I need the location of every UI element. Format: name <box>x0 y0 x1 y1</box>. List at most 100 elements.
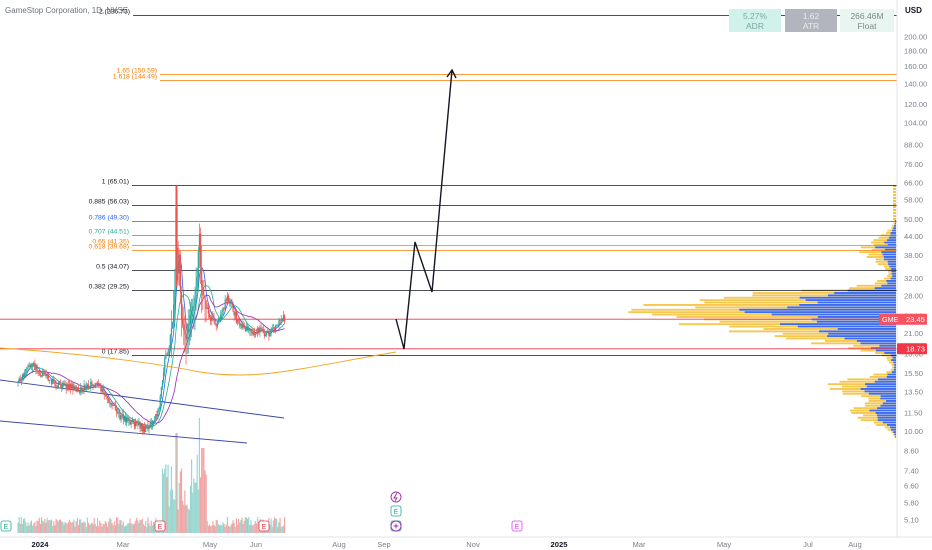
currency-label[interactable]: USD <box>905 6 922 15</box>
volume-bar <box>272 520 274 533</box>
candle-body <box>34 363 36 370</box>
vp-bar-blue <box>875 412 896 414</box>
volume-bar <box>127 523 129 533</box>
vp-bar-blue <box>887 260 896 263</box>
vp-bar-blue <box>882 402 896 405</box>
candle-body <box>155 414 157 420</box>
candle-body <box>199 233 202 268</box>
time-tick-label: Mar <box>632 540 646 549</box>
volume-bar <box>206 520 208 533</box>
volume-bar <box>132 524 134 533</box>
volume-bar <box>42 520 44 533</box>
volume-bar <box>45 522 47 533</box>
plus-icon-glyph <box>393 523 399 529</box>
volume-bar <box>62 521 64 533</box>
volume-bar <box>213 524 215 533</box>
fib-label: 0.65 (41.35) <box>92 239 129 246</box>
vp-bar <box>866 256 896 258</box>
vp-bar-blue <box>828 332 896 335</box>
ticker-title: GameStop Corporation, 1D, NYSE <box>5 6 129 15</box>
volume-bar <box>95 526 97 533</box>
earnings-marker: E <box>154 520 166 532</box>
volume-bar <box>202 448 204 533</box>
volume-bar <box>18 517 20 533</box>
volume-bar <box>89 524 91 533</box>
candle-body <box>33 363 35 365</box>
candle-body <box>222 308 224 314</box>
candle-body <box>83 385 85 392</box>
volume-bar <box>123 526 125 533</box>
volume-bar <box>113 521 115 533</box>
vp-bar-blue <box>884 248 896 251</box>
candle-body <box>227 295 230 303</box>
vp-bar <box>868 400 896 402</box>
volume-bar <box>51 519 53 533</box>
candle-body <box>255 333 258 335</box>
volume-bar <box>238 518 240 533</box>
price-tick-label: 180.00 <box>904 46 927 55</box>
candle-body <box>235 312 237 323</box>
candle-body <box>85 386 87 390</box>
volume-bar <box>176 433 178 533</box>
candle-body <box>25 369 27 373</box>
volume-bar <box>31 525 34 533</box>
vp-bar-blue <box>887 373 896 376</box>
volume-bar <box>177 509 179 533</box>
candle-body <box>154 419 156 422</box>
candle-body <box>76 388 78 392</box>
candle-body <box>156 414 158 417</box>
candle-body <box>150 422 152 425</box>
vp-bar-blue <box>891 371 896 374</box>
candle-body <box>282 315 285 320</box>
candle-body <box>145 425 147 432</box>
vp-bar <box>851 412 896 414</box>
vp-bar-blue <box>827 294 896 297</box>
price-tick-label: 32.00 <box>904 274 923 283</box>
candle-body <box>26 366 28 370</box>
candle-body <box>182 319 184 325</box>
volume-bar <box>232 520 234 533</box>
candle-body <box>186 334 188 340</box>
volume-bar <box>111 522 113 533</box>
vp-bar-blue <box>799 304 896 306</box>
vp-bar <box>643 304 896 306</box>
candles <box>17 185 286 435</box>
volume-bar <box>28 525 30 533</box>
candle-body <box>132 419 134 423</box>
candle-body <box>111 402 113 407</box>
candle-body <box>212 315 214 317</box>
volume-bar <box>173 499 175 533</box>
volume-bar <box>151 525 153 533</box>
candle-body <box>112 405 114 407</box>
candle-body <box>20 379 22 381</box>
volume-bar <box>254 520 257 533</box>
vp-bar <box>886 371 896 374</box>
vp-bar <box>894 220 896 222</box>
vp-bar-blue <box>886 376 896 378</box>
earnings-glyph: E <box>158 524 163 531</box>
vp-bar-blue <box>874 380 896 383</box>
vp-bar <box>884 268 896 270</box>
volume-bar <box>33 523 35 533</box>
volume-bar <box>91 522 93 533</box>
dividend-icon <box>390 491 402 503</box>
volume-bar <box>128 523 130 533</box>
vp-bar <box>894 436 896 438</box>
vp-bar-blue <box>892 229 896 232</box>
candle-body <box>56 386 58 388</box>
vp-bar-blue <box>892 356 896 359</box>
volume-bar <box>39 523 41 533</box>
volume-bar <box>21 524 24 533</box>
price-tick-label: 6.60 <box>904 482 919 491</box>
candle-body <box>225 299 227 301</box>
volume-bar <box>239 522 241 533</box>
vp-bar-blue <box>877 378 896 381</box>
vp-bar <box>893 197 896 199</box>
volume-bar <box>24 518 26 533</box>
vp-bar <box>704 301 896 304</box>
vp-bar <box>864 402 896 405</box>
volume-bar <box>235 518 237 533</box>
volume-bar <box>207 525 209 533</box>
candle-body <box>279 320 281 321</box>
